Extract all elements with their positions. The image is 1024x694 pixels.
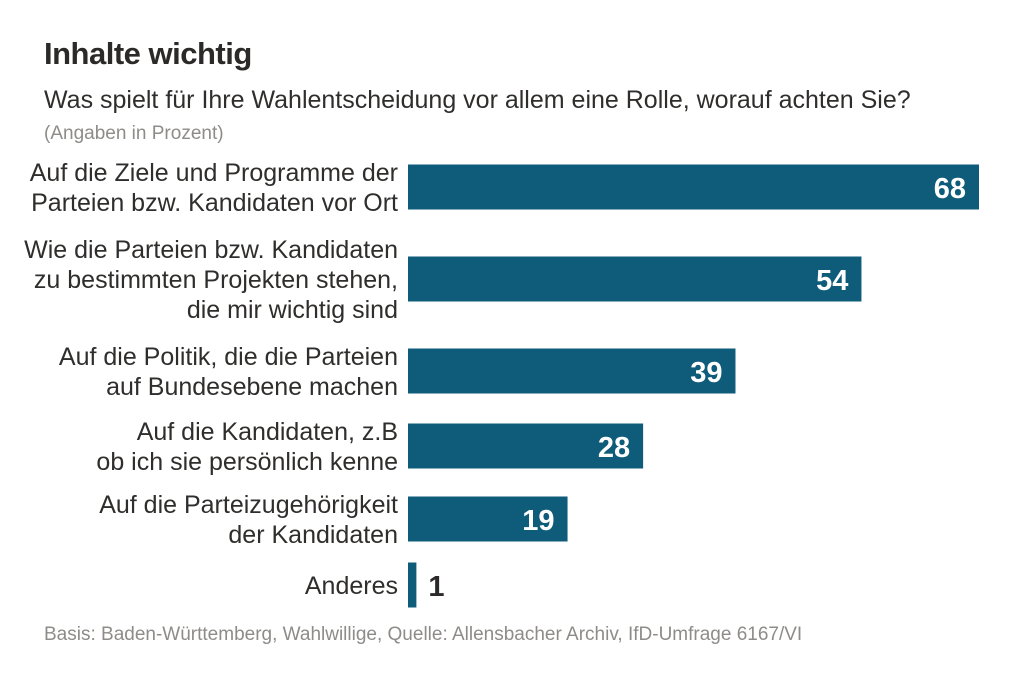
category-label-6: Anderes bbox=[305, 572, 398, 600]
category-label-2: die mir wichtig sind bbox=[187, 296, 398, 324]
category-label-3: Auf die Politik, die die Parteien bbox=[59, 343, 398, 371]
category-label-5: Auf die Parteizugehörigkeit bbox=[99, 491, 398, 519]
category-label-1: Parteien bzw. Kandidaten vor Ort bbox=[31, 189, 398, 217]
data-label-3: 39 bbox=[690, 357, 722, 389]
category-label-5: der Kandidaten bbox=[228, 521, 398, 549]
bar-1 bbox=[408, 164, 979, 210]
category-label-3: auf Bundesebene machen bbox=[106, 373, 398, 401]
data-label-6: 1 bbox=[428, 571, 444, 603]
data-label-5: 19 bbox=[522, 505, 554, 537]
category-label-1: Auf die Ziele und Programme der bbox=[30, 159, 398, 187]
category-label-2: Wie die Parteien bzw. Kandidaten bbox=[24, 236, 398, 264]
data-label-1: 68 bbox=[934, 173, 966, 205]
category-label-4: Auf die Kandidaten, z.B bbox=[137, 418, 398, 446]
source-note: Basis: Baden-Württemberg, Wahlwillige, Q… bbox=[44, 624, 803, 645]
category-label-4: ob ich sie persönlich kenne bbox=[96, 448, 398, 476]
chart-subtitle: Was spielt für Ihre Wahlentscheidung vor… bbox=[44, 86, 911, 114]
bar-4 bbox=[408, 423, 644, 469]
category-label-2: zu bestimmten Projekten stehen, bbox=[34, 266, 398, 294]
bar-6 bbox=[408, 562, 417, 608]
bar-3 bbox=[408, 348, 736, 394]
chart-title: Inhalte wichtig bbox=[44, 36, 252, 71]
unit-note: (Angaben in Prozent) bbox=[44, 123, 224, 144]
data-label-2: 54 bbox=[816, 265, 848, 297]
bar-2 bbox=[408, 256, 862, 302]
data-label-4: 28 bbox=[598, 432, 630, 464]
bar-5 bbox=[408, 496, 568, 542]
